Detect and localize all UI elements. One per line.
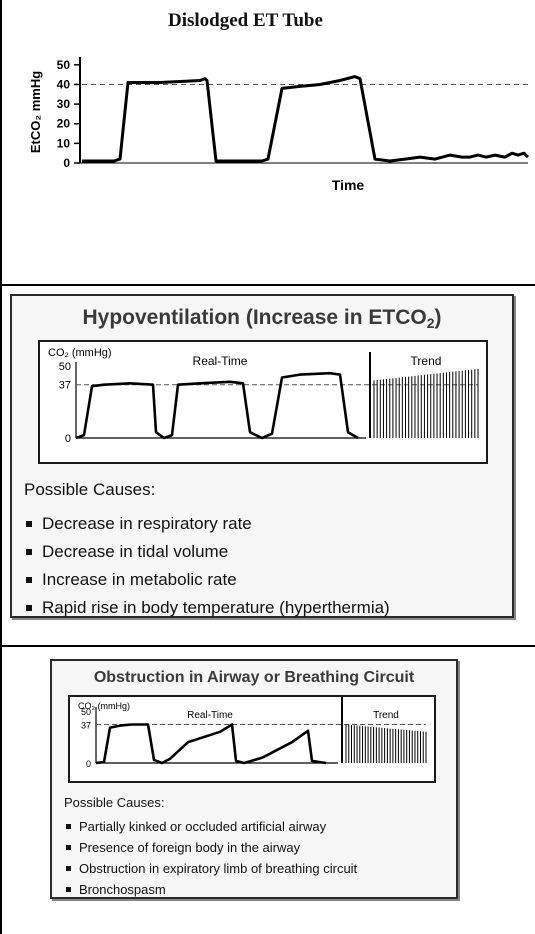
- chart-title: Dislodged ET Tube: [168, 10, 323, 31]
- etco2-waveform-chart: 50 40 30 20 10 0 EtCO₂ mmHg Time: [28, 57, 530, 193]
- x-axis-label: Time: [332, 177, 365, 193]
- possible-causes-heading: Possible Causes:: [64, 795, 165, 810]
- obstruction-panel: Obstruction in Airway or Breathing Circu…: [0, 647, 535, 934]
- capnogram-frame: CO₂ (mmHg) Real-Time Trend 50 37 0: [38, 340, 488, 464]
- etco2-series-line: [82, 75, 530, 163]
- cause-item: Bronchospasm: [64, 879, 357, 900]
- y-tick-label: 40: [57, 77, 71, 91]
- y-tick-label: 0: [65, 433, 71, 445]
- co2-axis-label: CO₂ (mmHg): [78, 701, 130, 711]
- hypoventilation-panel: Hypoventilation (Increase in ETCO2) CO₂ …: [0, 286, 535, 645]
- y-axis-label: EtCO₂ mmHg: [28, 71, 43, 153]
- cause-item: Partially kinked or occluded artificial …: [64, 816, 357, 837]
- y-tick-label: 20: [57, 117, 71, 131]
- realtime-label: Real-Time: [187, 710, 233, 721]
- table-left-border: [0, 0, 2, 934]
- y-tick-label: 10: [57, 136, 71, 150]
- causes-list: Partially kinked or occluded artificial …: [64, 816, 357, 900]
- y-tick-label: 0: [86, 759, 91, 769]
- trend-label: Trend: [373, 710, 399, 721]
- co2-axis-label: CO₂ (mmHg): [48, 347, 112, 359]
- cause-item: Presence of foreign body in the airway: [64, 837, 357, 858]
- causes-list: Decrease in respiratory rate Decrease in …: [24, 510, 390, 622]
- capnogram-frame: CO₂ (mmHg) Real-Time Trend 50 37 0: [68, 695, 436, 783]
- card-title: Obstruction in Airway or Breathing Circu…: [93, 669, 415, 686]
- hypoventilation-waveform-chart: CO₂ (mmHg) Real-Time Trend 50 37 0: [48, 347, 479, 445]
- card-title: Hypoventilation (Increase in ETCO2): [82, 306, 442, 331]
- y-tick-label: 30: [57, 97, 71, 111]
- y-tick-label: 0: [63, 156, 70, 170]
- y-tick-label: 50: [57, 58, 71, 72]
- dislodged-et-tube-panel: Dislodged ET Tube 50 40 30 20 10 0 EtCO₂ mmHg T…: [0, 0, 535, 284]
- obstruction-waveform-chart: CO₂ (mmHg) Real-Time Trend 50 37 0: [78, 697, 427, 769]
- hypoventilation-card: Hypoventilation (Increase in ETCO2) CO₂ …: [10, 294, 514, 618]
- y-tick-label: 50: [81, 707, 91, 717]
- row-divider: [0, 284, 535, 286]
- cause-item: Increase in metabolic rate: [24, 566, 390, 594]
- co2-series-line: [95, 723, 327, 765]
- co2-series-line: [75, 371, 359, 440]
- possible-causes-heading: Possible Causes:: [24, 480, 156, 499]
- y-tick-label: 50: [59, 361, 71, 373]
- cause-item: Decrease in tidal volume: [24, 538, 390, 566]
- cause-item: Decrease in respiratory rate: [24, 510, 390, 538]
- row-divider: [0, 645, 535, 647]
- y-tick-label: 37: [59, 380, 71, 392]
- realtime-label: Real-Time: [193, 354, 248, 368]
- cause-item: Rapid rise in body temperature (hyperthe…: [24, 594, 390, 622]
- trend-label: Trend: [411, 354, 442, 368]
- cause-item: Obstruction in expiratory limb of breath…: [64, 858, 357, 879]
- y-tick-label: 37: [81, 721, 91, 731]
- obstruction-card: Obstruction in Airway or Breathing Circu…: [50, 659, 458, 899]
